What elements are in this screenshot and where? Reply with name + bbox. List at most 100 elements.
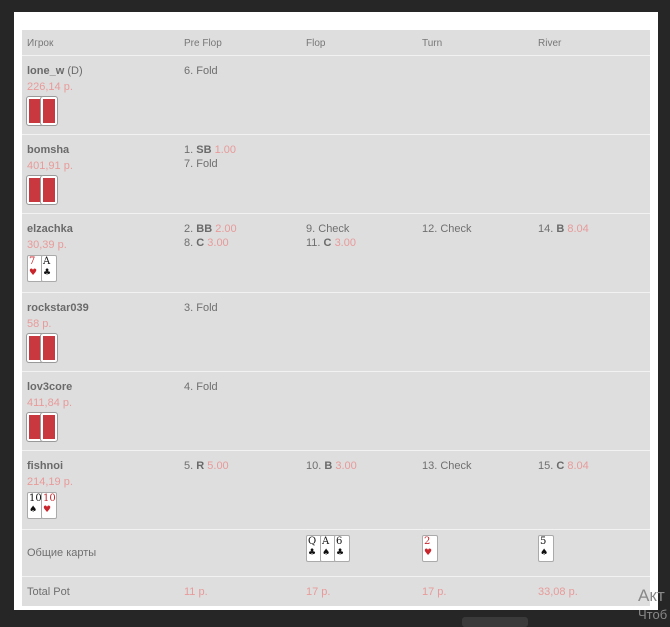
card-rank: Q bbox=[308, 536, 317, 547]
street-actions: 10. B 3.00 bbox=[306, 460, 357, 474]
card-group bbox=[26, 175, 73, 205]
player-name: lone_w (D) bbox=[27, 65, 83, 77]
player-row: elzachka 30,39 р. 7 ♥ A ♣ 2. BB 2.00 8. C 3.00 9… bbox=[22, 214, 650, 293]
action: 8. C 3.00 bbox=[184, 236, 237, 251]
card-rank: A bbox=[43, 256, 51, 267]
player-row: lone_w (D) 226,14 р. 6. Fold bbox=[22, 56, 650, 135]
card-suit-icon: ♠ bbox=[322, 548, 331, 558]
action-code: C bbox=[323, 237, 332, 249]
action-number: 6. bbox=[184, 65, 194, 77]
community-cards-row: Общие карты Q ♣ A ♠ 6 ♣ 2 ♥ 5 ♠ bbox=[22, 530, 650, 577]
turn-card: 2 ♥ bbox=[422, 535, 438, 562]
action: 13. Check bbox=[422, 459, 472, 474]
player-stack: 411,84 р. bbox=[27, 397, 73, 409]
pot-preflop: 11 р. bbox=[184, 586, 208, 598]
player-cell: bomsha 401,91 р. bbox=[26, 144, 73, 205]
player-row: fishnoi 214,19 р. 10 ♠ 10 ♥ 5. R 5.00 10. B 3.0… bbox=[22, 451, 650, 530]
action-number: 14. bbox=[538, 223, 554, 235]
action-text: Fold bbox=[196, 381, 218, 393]
street-actions: 1. SB 1.00 7. Fold bbox=[184, 144, 236, 172]
action-code: R bbox=[196, 460, 205, 472]
action: 2. BB 2.00 bbox=[184, 222, 237, 237]
card-suit-icon: ♥ bbox=[424, 548, 433, 558]
action: 12. Check bbox=[422, 222, 472, 237]
player-name: bomsha bbox=[27, 144, 73, 156]
player-stack: 30,39 р. bbox=[27, 239, 67, 251]
card-group: 7 ♥ A ♣ bbox=[27, 255, 73, 282]
player-name-text: fishnoi bbox=[27, 460, 64, 472]
action-text: Fold bbox=[196, 302, 218, 314]
card-rank: A bbox=[322, 536, 330, 547]
action-number: 1. bbox=[184, 144, 194, 156]
card-suit-icon: ♠ bbox=[29, 505, 38, 515]
card-group: 5 ♠ bbox=[538, 535, 554, 562]
action-amount: 5.00 bbox=[207, 460, 229, 472]
card-back bbox=[40, 412, 58, 442]
card-rank: 7 bbox=[29, 256, 36, 267]
player-cell: rockstar039 58 р. bbox=[26, 302, 89, 363]
action-number: 13. bbox=[422, 460, 438, 472]
player-name: lov3core bbox=[27, 381, 72, 393]
playing-card: A ♣ bbox=[41, 255, 57, 282]
street-actions: 12. Check bbox=[422, 223, 472, 237]
action-text: Check bbox=[318, 223, 350, 235]
pot-turn: 17 р. bbox=[422, 586, 447, 598]
total-pot-row: Total Pot 11 р. 17 р. 17 р. 33,08 р. bbox=[22, 577, 650, 606]
action-number: 5. bbox=[184, 460, 194, 472]
flop-cards: Q ♣ A ♠ 6 ♣ bbox=[306, 535, 350, 562]
card-rank: 10 bbox=[43, 493, 56, 504]
action-number: 9. bbox=[306, 223, 316, 235]
player-cell: elzachka 30,39 р. 7 ♥ A ♣ bbox=[27, 223, 73, 282]
action-number: 12. bbox=[422, 223, 438, 235]
bottom-button[interactable] bbox=[462, 617, 528, 627]
card-rank: 5 bbox=[540, 536, 547, 547]
card-suit-icon: ♥ bbox=[29, 268, 38, 278]
player-cell: lov3core 411,84 р. bbox=[26, 381, 73, 442]
action-code: B bbox=[556, 223, 565, 235]
card-back bbox=[40, 333, 58, 363]
card-suit-icon: ♣ bbox=[336, 548, 345, 558]
action-number: 11. bbox=[306, 237, 321, 249]
player-name: elzachka bbox=[27, 223, 73, 235]
action-number: 3. bbox=[184, 302, 194, 314]
player-row: lov3core 411,84 р. 4. Fold bbox=[22, 372, 650, 451]
card-suit-icon: ♣ bbox=[308, 548, 317, 558]
street-actions: 9. Check 11. C 3.00 bbox=[306, 223, 356, 251]
action-amount: 3.00 bbox=[207, 237, 229, 249]
player-row: rockstar039 58 р. 3. Fold bbox=[22, 293, 650, 372]
playing-card: 10 ♥ bbox=[41, 492, 57, 519]
header-preflop: Pre Flop bbox=[184, 38, 222, 49]
activation-watermark-sub: Чтоб bbox=[638, 607, 668, 622]
card-group bbox=[26, 412, 72, 442]
street-actions: 5. R 5.00 bbox=[184, 460, 229, 474]
action-text: Fold bbox=[196, 65, 218, 77]
activation-watermark: Акт bbox=[638, 586, 665, 605]
card-group bbox=[26, 96, 83, 126]
street-actions: 2. BB 2.00 8. C 3.00 bbox=[184, 223, 237, 251]
card-rank: 2 bbox=[424, 536, 431, 547]
dealer-badge: (D) bbox=[67, 65, 83, 77]
action-code: SB bbox=[196, 144, 212, 156]
player-name: fishnoi bbox=[27, 460, 73, 472]
community-label: Общие карты bbox=[27, 547, 97, 559]
action-code: C bbox=[556, 460, 565, 472]
action: 10. B 3.00 bbox=[306, 459, 357, 474]
action: 15. C 8.04 bbox=[538, 459, 589, 474]
table-header: Игрок Pre Flop Flop Turn River bbox=[22, 30, 650, 56]
action-code: B bbox=[324, 460, 333, 472]
action-code: BB bbox=[196, 223, 213, 235]
header-player: Игрок bbox=[27, 38, 54, 49]
card-group: 2 ♥ bbox=[422, 535, 438, 562]
player-cell: fishnoi 214,19 р. 10 ♠ 10 ♥ bbox=[27, 460, 73, 519]
playing-card: 2 ♥ bbox=[422, 535, 438, 562]
action: 5. R 5.00 bbox=[184, 459, 229, 474]
action-number: 4. bbox=[184, 381, 194, 393]
card-suit-icon: ♣ bbox=[43, 268, 52, 278]
action: 3. Fold bbox=[184, 301, 218, 316]
action: 1. SB 1.00 bbox=[184, 143, 236, 158]
player-cell: lone_w (D) 226,14 р. bbox=[26, 65, 83, 126]
action: 7. Fold bbox=[184, 157, 236, 172]
playing-card: 5 ♠ bbox=[538, 535, 554, 562]
action-amount: 1.00 bbox=[214, 144, 237, 156]
river-card: 5 ♠ bbox=[538, 535, 554, 562]
